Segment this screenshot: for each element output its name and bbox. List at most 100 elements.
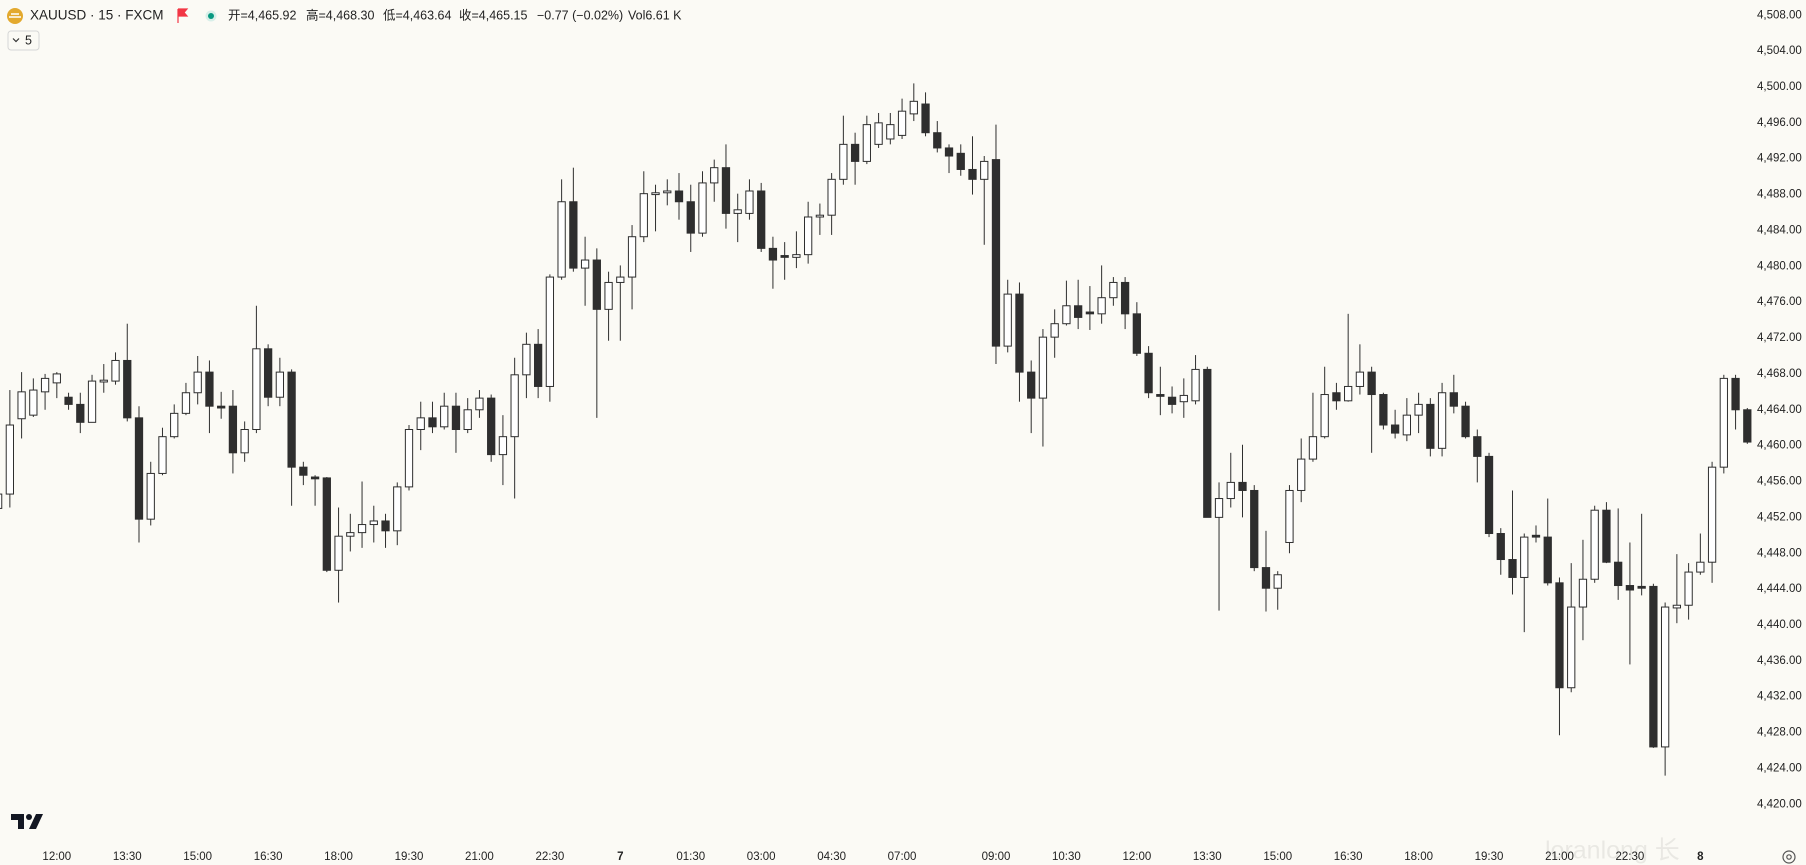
y-tick-label: 4,424.00 bbox=[1757, 762, 1802, 774]
candle-body bbox=[1238, 481, 1247, 491]
candle-body bbox=[510, 374, 519, 438]
y-tick-label: 4,496.00 bbox=[1757, 117, 1802, 129]
candle-body bbox=[87, 380, 97, 423]
candle-body bbox=[921, 103, 930, 134]
candle-body bbox=[815, 214, 825, 218]
candle-body bbox=[897, 110, 907, 136]
candle-body bbox=[240, 429, 249, 454]
legend-item: Vol6.61 K bbox=[628, 8, 682, 22]
candle-body bbox=[40, 377, 50, 393]
candle-body bbox=[956, 152, 965, 170]
y-tick-label: 4,432.00 bbox=[1757, 691, 1802, 703]
candle-body bbox=[1191, 368, 1200, 402]
flag-icon[interactable] bbox=[177, 8, 189, 23]
candle-body bbox=[1167, 396, 1177, 405]
candle-body bbox=[1414, 403, 1423, 416]
symbol-logo bbox=[7, 8, 23, 24]
candle-body bbox=[1637, 585, 1646, 589]
candle-body bbox=[850, 143, 860, 162]
x-tick-label: 21:00 bbox=[465, 851, 494, 863]
candle-body bbox=[663, 190, 672, 194]
candle-body bbox=[686, 201, 695, 234]
y-tick-label: 4,480.00 bbox=[1757, 260, 1802, 272]
candle-body bbox=[1015, 293, 1024, 373]
candle-body bbox=[498, 436, 508, 456]
candle-body bbox=[1484, 455, 1494, 535]
candle-body bbox=[1250, 489, 1259, 569]
x-tick-label: 18:00 bbox=[1404, 851, 1433, 863]
candle-body bbox=[263, 348, 273, 398]
candle-body bbox=[639, 193, 648, 238]
candle-body bbox=[357, 524, 367, 534]
candle-body bbox=[1578, 578, 1588, 608]
candle-body bbox=[580, 259, 590, 269]
watermark: loranlong 长 bbox=[1545, 837, 1680, 865]
candle-body bbox=[1285, 489, 1294, 543]
candle-body bbox=[463, 409, 472, 431]
candle-body bbox=[710, 167, 719, 184]
candle-body bbox=[1320, 394, 1329, 438]
candle-body bbox=[804, 216, 813, 256]
y-tick-label: 4,448.00 bbox=[1757, 547, 1802, 559]
candle-body bbox=[721, 167, 731, 214]
symbol-title[interactable]: XAUUSD · 15 · FXCM bbox=[30, 8, 164, 23]
candle-body bbox=[792, 254, 801, 258]
legend-item: 开=4,465.92 bbox=[228, 8, 297, 22]
candle-body bbox=[76, 403, 85, 423]
candle-body bbox=[674, 190, 684, 203]
candle-body bbox=[827, 178, 836, 216]
candle-body bbox=[287, 371, 296, 468]
y-tick-label: 4,464.00 bbox=[1757, 404, 1802, 416]
x-tick-label: 12:00 bbox=[1122, 851, 1151, 863]
candle-body bbox=[1590, 509, 1599, 580]
ohlc-legend: 开=4,465.92 高=4,468.30 低=4,463.64 收=4,465.15… bbox=[228, 7, 682, 22]
candle-body bbox=[1684, 571, 1693, 606]
interval-button-label[interactable]: 5 bbox=[25, 33, 32, 47]
y-tick-label: 4,460.00 bbox=[1757, 440, 1802, 452]
candle-body bbox=[1625, 585, 1635, 591]
y-tick-label: 4,488.00 bbox=[1757, 189, 1802, 201]
candle-body bbox=[522, 343, 531, 376]
candle-body bbox=[1496, 533, 1505, 561]
candle-body bbox=[1473, 436, 1482, 457]
candle-body bbox=[545, 276, 555, 387]
candle-body bbox=[1543, 536, 1552, 584]
candle-body bbox=[158, 436, 167, 474]
candle-body bbox=[980, 160, 989, 180]
y-tick-label: 4,468.00 bbox=[1757, 368, 1802, 380]
candle-body bbox=[440, 405, 449, 428]
x-tick-label: 16:30 bbox=[254, 851, 283, 863]
candle-body bbox=[616, 276, 625, 283]
candle-body bbox=[475, 397, 484, 411]
candle-body bbox=[1132, 313, 1141, 354]
candle-body bbox=[1743, 409, 1752, 443]
candle-body bbox=[1179, 394, 1188, 403]
candle-body bbox=[1074, 305, 1083, 318]
candle-body bbox=[1273, 574, 1282, 589]
candle-body bbox=[381, 520, 390, 532]
x-tick-label: 21:00 bbox=[1545, 851, 1574, 863]
candle-body bbox=[1390, 424, 1400, 434]
candle-body bbox=[217, 405, 226, 409]
symbol-logo-glyph bbox=[9, 13, 21, 18]
candle-body bbox=[1203, 368, 1212, 518]
candle-body bbox=[780, 255, 789, 258]
candle-body bbox=[745, 190, 754, 214]
x-tick-label: 8 bbox=[1697, 851, 1704, 863]
candle-body bbox=[205, 371, 214, 407]
candle-body bbox=[1402, 414, 1411, 436]
settings-gear[interactable] bbox=[1782, 850, 1796, 864]
axes: 4,420.00 4,424.00 4,428.00 4,432.00 4,436.00… bbox=[42, 9, 1801, 863]
candle-body bbox=[1508, 559, 1517, 578]
candle-body bbox=[1567, 606, 1576, 689]
candle-body bbox=[487, 397, 496, 456]
candle-body bbox=[404, 429, 414, 488]
candle-body bbox=[569, 201, 578, 269]
candle-body bbox=[1144, 352, 1153, 394]
interval-button[interactable] bbox=[7, 30, 40, 51]
candle-body bbox=[393, 486, 402, 532]
legend-item: 低=4,463.64 bbox=[383, 8, 452, 22]
candle-body bbox=[1672, 604, 1682, 609]
candle-body bbox=[1731, 377, 1740, 411]
